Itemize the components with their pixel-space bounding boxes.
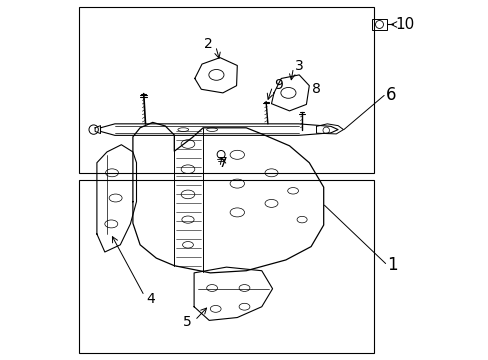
Text: 1: 1 xyxy=(386,256,397,274)
Text: 4: 4 xyxy=(145,292,154,306)
Text: 8: 8 xyxy=(311,82,321,96)
Bar xyxy=(79,7,373,173)
Text: 5: 5 xyxy=(182,315,191,329)
Text: 10: 10 xyxy=(395,17,414,32)
Text: 2: 2 xyxy=(203,37,212,51)
Text: 9: 9 xyxy=(273,78,283,92)
Bar xyxy=(371,19,386,30)
Text: 7: 7 xyxy=(218,156,227,170)
Text: 6: 6 xyxy=(385,86,395,104)
Bar xyxy=(79,180,373,353)
Text: 3: 3 xyxy=(294,59,303,72)
